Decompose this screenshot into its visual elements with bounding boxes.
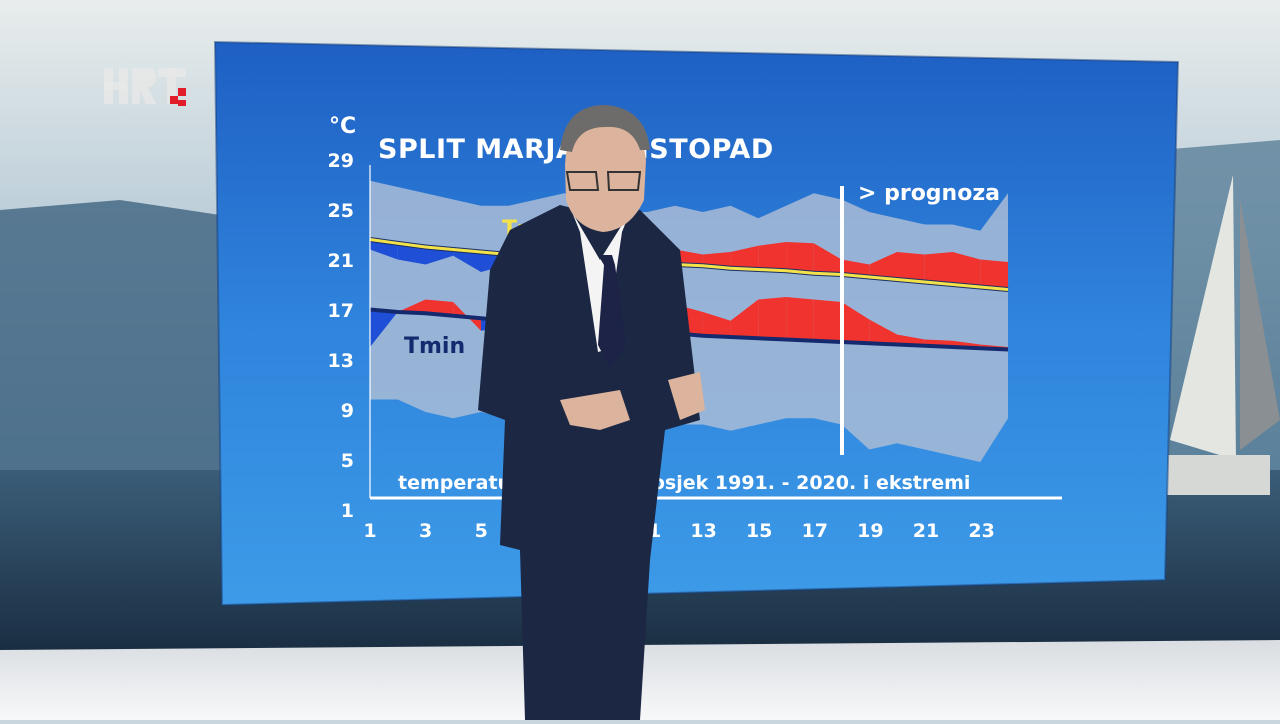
forecast-label: > prognoza — [858, 181, 1000, 206]
tmin-anomaly-segment — [813, 299, 842, 342]
chart-subtitle: temperatura 1. - 24., prosjek 1991. - 20… — [398, 472, 971, 494]
y-tick-label: 9 — [340, 400, 354, 422]
tmin-anomaly-segment — [869, 319, 897, 345]
x-tick-label: 23 — [968, 520, 995, 542]
y-tick-label: 17 — [327, 300, 354, 322]
y-tick-label: 29 — [327, 150, 354, 172]
sailboat-graphic — [1160, 175, 1280, 495]
y-tick-label: 1 — [340, 500, 354, 522]
tmax-anomaly-segment — [758, 242, 787, 271]
tmax-anomaly-segment — [730, 245, 759, 270]
tmin-anomaly-segment — [786, 297, 814, 341]
x-tick-label: 15 — [745, 520, 773, 542]
tmin-anomaly-segment — [730, 299, 759, 339]
hrt-logo — [104, 66, 188, 112]
tmax-anomaly-segment — [869, 252, 897, 280]
y-tick-label: 21 — [327, 250, 354, 272]
x-tick-label: 21 — [912, 520, 940, 542]
tmin-anomaly-segment — [425, 299, 454, 316]
x-tick-label: 5 — [474, 520, 488, 542]
y-tick-label: 13 — [327, 350, 354, 372]
x-tick-label: 1 — [363, 520, 377, 542]
y-tick-label: 5 — [340, 450, 354, 472]
tmin-label: Tmin — [404, 334, 466, 359]
x-tick-label: 9 — [585, 520, 599, 542]
tmax-anomaly-segment — [980, 259, 1008, 290]
x-tick-label: 13 — [690, 520, 717, 542]
tmax-anomaly-segment — [453, 249, 481, 272]
x-tick-label: 19 — [857, 520, 884, 542]
tmax-anomaly-segment — [897, 252, 925, 282]
tmin-anomaly-segment — [758, 297, 787, 340]
y-tick-label: 25 — [327, 200, 354, 222]
hrt-logo-icon — [104, 68, 186, 106]
tmax-anomaly-segment — [397, 243, 426, 265]
tmax-anomaly-segment — [813, 243, 842, 275]
x-tick-label: 7 — [530, 520, 544, 542]
x-tick-label: 3 — [418, 520, 433, 542]
tmin-anomaly-segment — [397, 299, 426, 314]
x-tick-label: 17 — [801, 520, 829, 542]
tmin-anomaly-segment — [702, 312, 731, 337]
tmax-anomaly-segment — [786, 242, 814, 274]
x-tick-label: 11 — [634, 520, 662, 542]
tmin-anomaly-segment — [841, 302, 870, 344]
y-axis-unit: °C — [329, 114, 357, 139]
chart-title: SPLIT MARJAN, LISTOPAD — [378, 134, 774, 165]
tmax-label: Tmax — [502, 217, 569, 242]
tmax-anomaly-segment — [952, 252, 981, 287]
tmax-anomaly-segment — [924, 252, 953, 285]
tmin-anomaly-segment — [370, 309, 398, 347]
